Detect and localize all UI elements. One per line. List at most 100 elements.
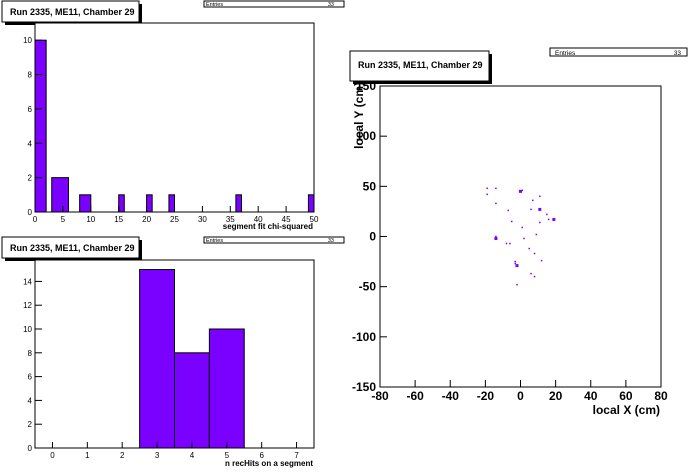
x-tick-label: -40 <box>442 389 460 403</box>
y-tick-label: -150 <box>352 380 376 394</box>
x-tick-label: 45 <box>282 215 291 224</box>
y-tick-label: 50 <box>363 179 377 193</box>
stats-box: Entries 33 <box>203 0 345 8</box>
x-tick-label: 4 <box>190 451 195 460</box>
scatter-point <box>495 235 497 238</box>
histogram-bar <box>51 177 69 213</box>
y-axis: 0 2 4 6 8 10 <box>23 36 42 217</box>
x-axis-label: segment fit chi-squared <box>223 222 313 231</box>
x-axis: -80 -60 -40 -20 0 20 40 60 80 <box>371 380 668 403</box>
y-tick-label: 4 <box>28 396 33 405</box>
scatter-point <box>530 208 532 211</box>
x-tick-label: -60 <box>406 389 424 403</box>
y-tick-label: 6 <box>28 105 33 114</box>
stats-entries-value: 33 <box>328 2 334 8</box>
chart-title: Run 2335, ME11, Chamber 29 <box>10 243 135 253</box>
y-tick-label: 4 <box>28 139 33 148</box>
x-tick-label: 30 <box>198 215 207 224</box>
histogram-bar <box>208 328 245 449</box>
y-tick-label: 100 <box>356 129 376 143</box>
title-box: Run 2335, ME11, Chamber 29 <box>1 0 142 25</box>
x-tick-label: 10 <box>86 215 95 224</box>
stats-box-frame <box>203 236 345 244</box>
scatter-point <box>539 221 541 224</box>
x-tick-label: 15 <box>114 215 123 224</box>
scatter-point <box>494 237 498 241</box>
scatter-point <box>495 187 497 190</box>
histogram-bar <box>139 269 175 449</box>
y-tick-label: 10 <box>23 36 32 45</box>
plot-frame <box>379 85 662 388</box>
x-axis-label: n recHits on a segment <box>225 459 313 468</box>
scatter-point <box>514 260 516 263</box>
y-tick-label: 0 <box>28 444 33 453</box>
scatter-point <box>505 242 508 245</box>
title-box-frame <box>1 236 140 259</box>
scatter-point <box>495 202 497 205</box>
bars <box>34 39 315 213</box>
chart-title: Run 2335, ME11, Chamber 29 <box>358 60 483 70</box>
y-tick-label: 8 <box>28 349 33 358</box>
x-tick-label: 50 <box>310 215 319 224</box>
x-tick-label: 5 <box>225 451 230 460</box>
title-box-frame <box>349 50 490 82</box>
scatter-point <box>516 283 518 286</box>
x-tick-label: 80 <box>654 389 668 403</box>
scatter-point <box>546 213 548 216</box>
y-tick-label: 10 <box>23 325 32 334</box>
x-axis-label: local X (cm) <box>593 403 660 417</box>
scatter-point <box>486 193 488 196</box>
scatter-point <box>521 226 524 229</box>
x-tick-label: 0 <box>33 215 38 224</box>
y-tick-label: 2 <box>28 420 33 429</box>
histogram-bar <box>146 194 153 213</box>
histogram-bar <box>34 39 47 213</box>
scatter-points <box>486 187 556 286</box>
x-tick-label: 1 <box>85 451 90 460</box>
y-tick-label: 6 <box>28 373 33 382</box>
title-box: Run 2335, ME11, Chamber 29 <box>349 50 492 84</box>
x-tick-label: 2 <box>120 451 125 460</box>
stats-entries-label: Entries <box>555 50 576 57</box>
scatter-point <box>538 207 542 211</box>
y-axis: 0 2 4 6 8 10 12 14 <box>23 277 42 453</box>
y-tick-label: 2 <box>28 174 33 183</box>
y-tick-label: 12 <box>23 301 32 310</box>
scatter-point <box>530 272 532 275</box>
stats-entries-value: 33 <box>328 238 334 244</box>
x-tick-label: 20 <box>142 215 151 224</box>
x-tick-label: -80 <box>371 389 389 403</box>
scatter-point <box>510 220 513 223</box>
title-box-frame <box>1 0 140 23</box>
histogram-bar <box>307 194 315 213</box>
scatter-point <box>547 218 550 221</box>
y-tick-label: 14 <box>23 277 32 286</box>
y-tick-label: -100 <box>352 330 376 344</box>
stats-entries-value: 33 <box>674 50 682 57</box>
scatter-point <box>523 237 525 240</box>
x-tick-label: 25 <box>170 215 179 224</box>
histogram-bar <box>235 194 242 213</box>
scatter-point <box>539 195 541 198</box>
histogram-bar <box>168 194 175 213</box>
x-tick-label: 6 <box>259 451 264 460</box>
panel-chi2: Entries 33 Run 2335, ME11, Chamber 29 0 5… <box>1 0 345 231</box>
y-tick-label: 0 <box>369 230 376 244</box>
scatter-point <box>507 209 509 212</box>
x-tick-label: 35 <box>226 215 235 224</box>
scatter-point <box>552 217 556 221</box>
x-tick-label: 40 <box>584 389 598 403</box>
x-tick-label: 5 <box>61 215 66 224</box>
histogram-bar <box>118 194 125 213</box>
scatter-point <box>486 187 488 190</box>
y-tick-label: 0 <box>28 208 33 217</box>
scatter-point <box>515 264 519 268</box>
x-tick-label: 0 <box>50 451 55 460</box>
x-tick-label: 3 <box>155 451 160 460</box>
histogram-bar <box>79 194 92 213</box>
scatter-point <box>535 233 538 236</box>
histogram-bar <box>174 352 210 449</box>
scatter-point <box>521 189 524 192</box>
chart-title: Run 2335, ME11, Chamber 29 <box>10 7 135 17</box>
